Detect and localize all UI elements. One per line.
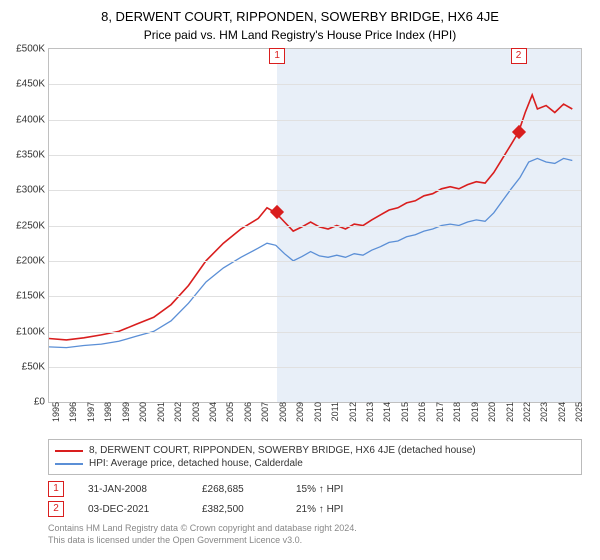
chart-area: £0£50K£100K£150K£200K£250K£300K£350K£400… [48, 48, 582, 433]
y-axis-label: £500K [16, 44, 49, 55]
x-axis-label: 2019 [468, 402, 480, 422]
plot: £0£50K£100K£150K£200K£250K£300K£350K£400… [48, 48, 582, 403]
legend-label: 8, DERWENT COURT, RIPPONDEN, SOWERBY BRI… [89, 445, 476, 456]
gridline [49, 155, 581, 156]
x-axis-label: 2016 [415, 402, 427, 422]
marker-row-date: 03-DEC-2021 [88, 504, 178, 515]
legend-item: 8, DERWENT COURT, RIPPONDEN, SOWERBY BRI… [55, 444, 575, 457]
x-axis-label: 2021 [503, 402, 515, 422]
footer-line-1: Contains HM Land Registry data © Crown c… [48, 523, 582, 535]
x-axis-label: 2005 [223, 402, 235, 422]
y-axis-label: £350K [16, 150, 49, 161]
x-axis-label: 1996 [66, 402, 78, 422]
x-axis-label: 2010 [311, 402, 323, 422]
marker-row: 1 31-JAN-2008 £268,685 15% ↑ HPI [48, 479, 582, 499]
gridline [49, 296, 581, 297]
x-axis-label: 1998 [101, 402, 113, 422]
marker-row-pct: 15% ↑ HPI [296, 484, 343, 495]
x-axis-label: 2025 [572, 402, 584, 422]
y-axis-label: £50K [22, 361, 49, 372]
x-axis-label: 2015 [398, 402, 410, 422]
chart-title: 8, DERWENT COURT, RIPPONDEN, SOWERBY BRI… [0, 0, 600, 26]
x-axis-label: 1995 [49, 402, 61, 422]
legend: 8, DERWENT COURT, RIPPONDEN, SOWERBY BRI… [48, 439, 582, 475]
marker-row-badge: 2 [48, 501, 64, 517]
marker-row-price: £382,500 [202, 504, 272, 515]
x-axis-label: 1997 [84, 402, 96, 422]
y-axis-label: £400K [16, 114, 49, 125]
x-axis-label: 2002 [171, 402, 183, 422]
chart-subtitle: Price paid vs. HM Land Registry's House … [0, 26, 600, 48]
gridline [49, 261, 581, 262]
x-axis-label: 2018 [450, 402, 462, 422]
gridline [49, 367, 581, 368]
x-axis-label: 2011 [328, 402, 340, 421]
x-axis-label: 2012 [346, 402, 358, 422]
legend-label: HPI: Average price, detached house, Cald… [89, 458, 303, 469]
x-axis-label: 2008 [276, 402, 288, 422]
gridline [49, 120, 581, 121]
gridline [49, 332, 581, 333]
legend-swatch [55, 463, 83, 465]
x-axis-label: 2023 [537, 402, 549, 422]
x-axis-label: 2022 [520, 402, 532, 422]
y-axis-label: £0 [34, 397, 49, 408]
x-axis-label: 2001 [154, 402, 166, 422]
x-axis-label: 2017 [433, 402, 445, 422]
marker-row-badge: 1 [48, 481, 64, 497]
gridline [49, 190, 581, 191]
x-axis-label: 2000 [136, 402, 148, 422]
x-axis-label: 2014 [380, 402, 392, 422]
gridline [49, 84, 581, 85]
gridline [49, 226, 581, 227]
y-axis-label: £250K [16, 220, 49, 231]
footer: Contains HM Land Registry data © Crown c… [48, 523, 582, 546]
series-hpi [49, 159, 572, 348]
y-axis-label: £100K [16, 326, 49, 337]
markers-table: 1 31-JAN-2008 £268,685 15% ↑ HPI 2 03-DEC-202… [48, 479, 582, 519]
marker-row-pct: 21% ↑ HPI [296, 504, 343, 515]
y-axis-label: £150K [16, 291, 49, 302]
marker-row: 2 03-DEC-2021 £382,500 21% ↑ HPI [48, 499, 582, 519]
x-axis-label: 2006 [241, 402, 253, 422]
x-axis-label: 2024 [555, 402, 567, 422]
marker-row-date: 31-JAN-2008 [88, 484, 178, 495]
legend-item: HPI: Average price, detached house, Cald… [55, 457, 575, 470]
y-axis-label: £300K [16, 185, 49, 196]
x-axis-label: 2007 [258, 402, 270, 422]
marker-row-price: £268,685 [202, 484, 272, 495]
y-axis-label: £450K [16, 79, 49, 90]
chart-marker-1: 1 [269, 48, 285, 64]
x-axis-label: 2020 [485, 402, 497, 422]
footer-line-2: This data is licensed under the Open Gov… [48, 535, 582, 547]
x-axis-label: 2009 [293, 402, 305, 422]
x-axis-label: 2013 [363, 402, 375, 422]
series-property [49, 95, 572, 340]
x-axis-label: 1999 [119, 402, 131, 422]
chart-marker-2: 2 [511, 48, 527, 64]
y-axis-label: £200K [16, 255, 49, 266]
legend-swatch [55, 450, 83, 452]
x-axis-label: 2003 [189, 402, 201, 422]
x-axis-label: 2004 [206, 402, 218, 422]
